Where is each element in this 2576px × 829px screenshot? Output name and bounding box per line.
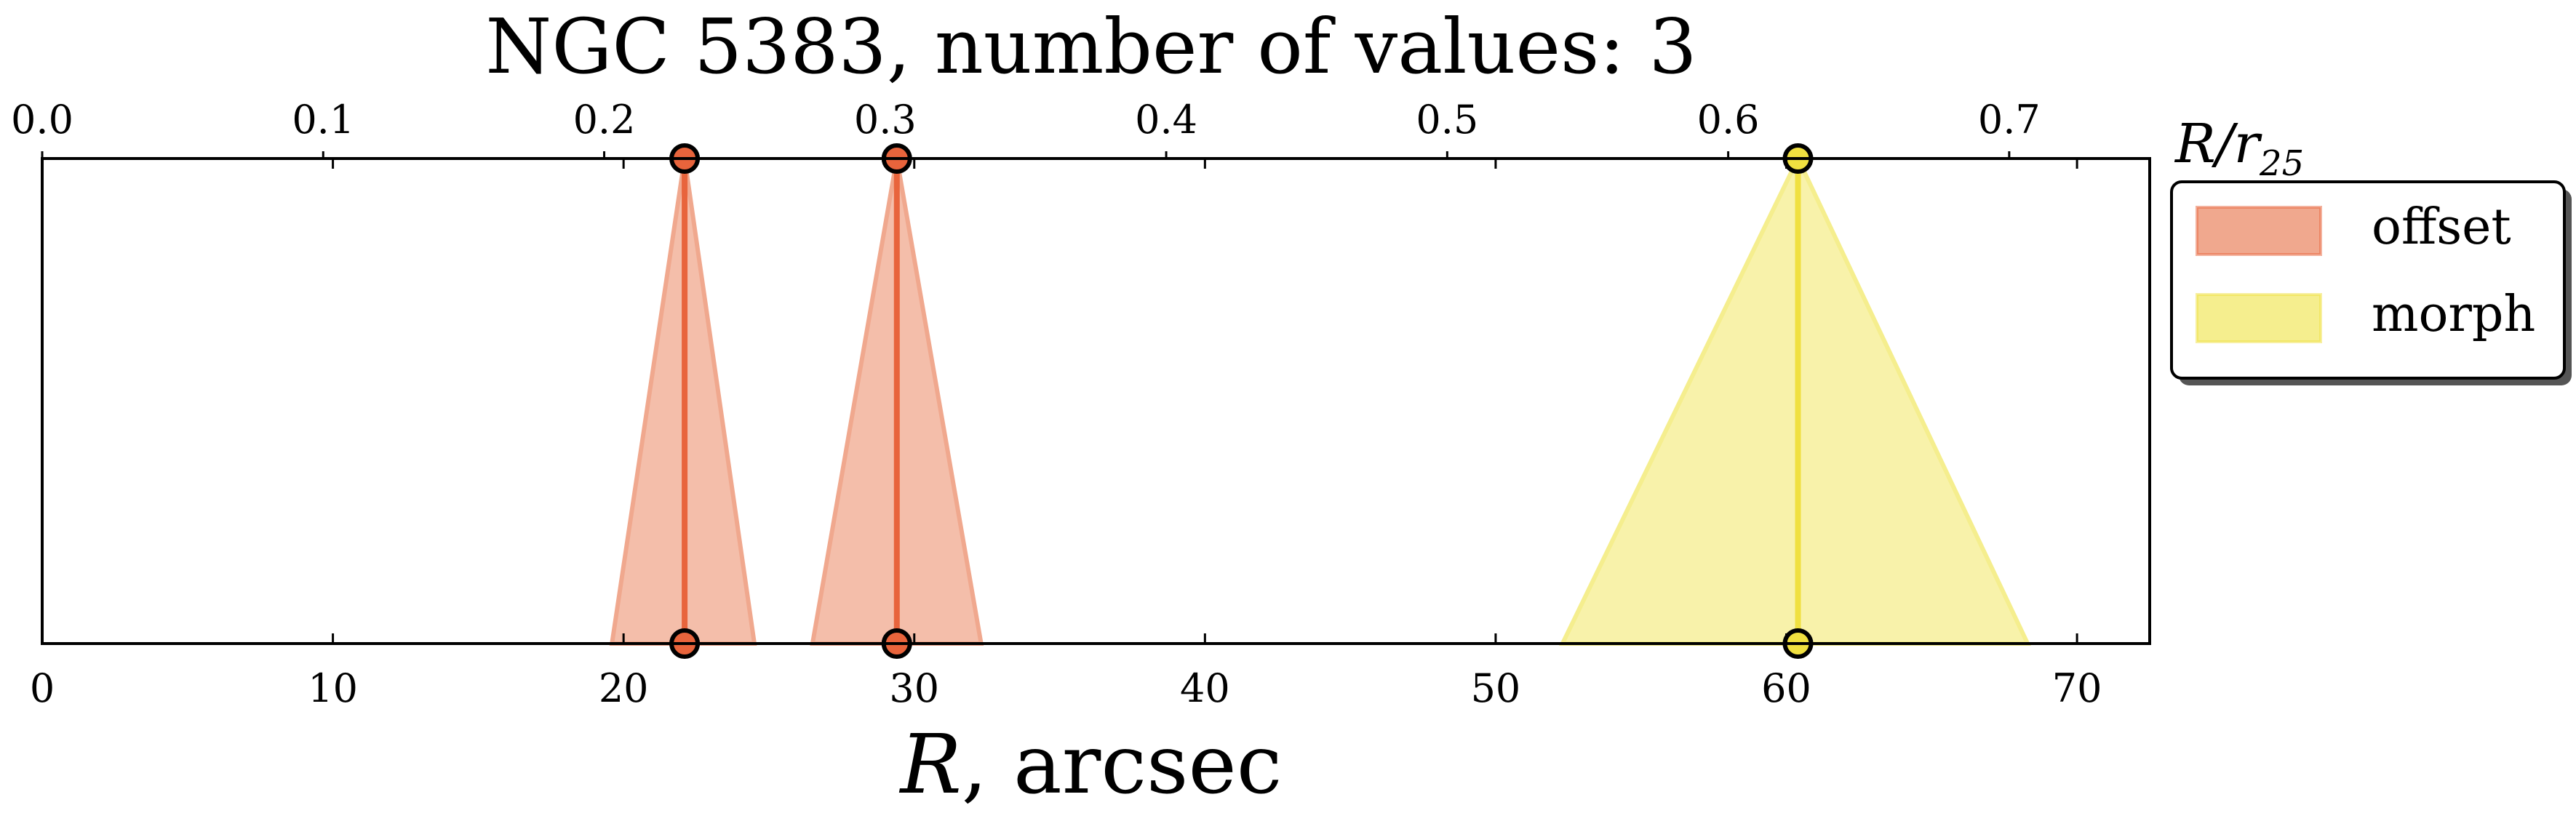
x-tick-label: 0 — [30, 665, 55, 711]
x-axis-label: R, arcsec — [898, 718, 1282, 812]
bottom-axis: 0 10 20 30 40 50 60 70 — [30, 159, 2102, 711]
x-tick-label: 50 — [1471, 665, 1521, 711]
top-axis: 0.0 0.1 0.2 0.3 0.4 0.5 0.6 0.7 — [11, 97, 2041, 159]
x2-tick-label: 0.7 — [1978, 97, 2041, 143]
x2-tick-label: 0.5 — [1416, 97, 1478, 143]
plot-area — [41, 143, 2151, 659]
x-tick-label: 60 — [1761, 665, 1811, 711]
x-tick-label: 20 — [599, 665, 649, 711]
x2-tick-label: 0.4 — [1135, 97, 1197, 143]
x-tick-label: 30 — [889, 665, 939, 711]
top-axis-label: R/r25 — [2174, 113, 2304, 184]
x-tick-label: 10 — [308, 665, 358, 711]
x-tick-label: 40 — [1180, 665, 1230, 711]
legend-label-morph: morph — [2372, 286, 2535, 343]
x2-tick-label: 0.2 — [573, 97, 636, 143]
x2-tick-label: 0.3 — [854, 97, 917, 143]
plot-frame — [41, 157, 2151, 645]
chart-title: NGC 5383, number of values: 3 — [485, 2, 1696, 91]
legend: offset morph — [2170, 180, 2572, 385]
x-tick-label: 70 — [2052, 665, 2102, 711]
x2-tick-label: 0.6 — [1697, 97, 1760, 143]
legend-label-offset: offset — [2372, 199, 2511, 256]
x2-tick-label: 0.1 — [292, 97, 354, 143]
legend-swatch-morph — [2196, 293, 2322, 343]
legend-swatch-offset — [2196, 206, 2322, 256]
x2-tick-label: 0.0 — [11, 97, 73, 143]
